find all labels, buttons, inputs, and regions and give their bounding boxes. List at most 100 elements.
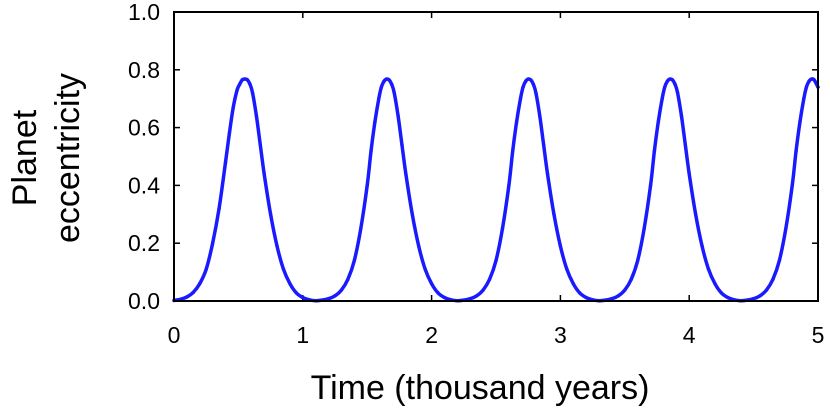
data-point [240,78,244,82]
data-point [812,78,816,82]
data-point [217,206,221,211]
data-point [656,120,660,124]
data-point [511,149,515,153]
data-point [387,78,391,82]
x-tick-label: 0 [168,322,181,348]
data-point [400,143,404,147]
data-point [660,97,664,101]
data-point [429,281,434,286]
data-point [326,296,331,301]
data-point [538,114,542,118]
x-tick-label: 4 [683,322,696,348]
y-axis-title: Planet eccentricity [6,73,87,243]
data-point [237,82,242,86]
data-point [481,288,485,292]
data-point [210,241,215,245]
y-axis-title-line-1: Planet [6,109,44,206]
x-tick-label: 3 [554,322,567,348]
data-point [668,77,672,81]
data-point [670,78,675,82]
data-point [635,258,640,263]
data-point [392,91,396,95]
data-point [223,160,228,164]
data-point [798,120,802,124]
data-point [346,277,350,282]
y-axis-title-line-2: eccentricity [49,73,87,243]
data-point [333,294,337,298]
data-point [665,79,669,84]
data-point [777,258,782,263]
x-tick-label: 2 [425,322,438,348]
data-point [687,172,691,176]
x-tick-label: 5 [812,322,825,348]
y-tick-label: 0.6 [128,115,160,141]
data-point [673,82,677,86]
y-tick-label: 1.0 [128,0,160,25]
data-point [294,291,299,295]
data-point [794,149,798,153]
data-point [719,291,724,295]
data-point [784,227,788,231]
data-point [379,85,384,89]
data-point [571,281,575,286]
data-point [648,183,653,188]
data-point [245,78,250,82]
data-point [652,149,657,153]
data-point [384,77,389,81]
data-point [683,143,688,147]
x-tick-labels: 0 1 2 3 4 5 [168,322,825,348]
data-point [523,79,528,84]
data-point [610,296,614,301]
series-line [172,77,820,303]
data-point [281,267,286,271]
data-point [404,172,408,176]
data-point [507,183,511,188]
data-point [675,91,680,95]
data-point [235,88,239,92]
data-point [198,281,202,286]
data-point [623,288,627,292]
data-point [227,131,232,136]
data-point [268,212,273,216]
data-point [706,267,711,271]
data-point [396,114,400,118]
data-point [713,281,717,286]
data-point [629,277,633,282]
data-point [250,91,255,95]
data-point [531,82,536,86]
data-point [751,296,756,301]
data-point [339,288,344,292]
data-point [758,294,762,298]
data-point [204,267,208,271]
data-point [423,267,427,271]
data-point [529,78,533,82]
data-point [352,258,357,263]
data-point [288,281,292,286]
data-point [262,172,266,176]
data-point [248,82,252,86]
data-point [726,295,730,300]
data-point [417,244,421,248]
data-point [436,291,440,295]
data-point [377,97,381,101]
data-point [518,97,523,101]
data-point [534,91,538,95]
data-point [693,212,698,216]
series-points [172,77,820,303]
data-point [410,212,414,216]
data-point [243,77,247,81]
data-point [616,294,621,298]
data-point [514,120,519,124]
plot-frame [173,11,819,302]
data-point [468,296,472,301]
data-point [663,85,667,89]
data-point [807,79,811,84]
y-tick-label: 0.0 [128,288,160,314]
data-point [700,244,704,248]
data-point [764,288,769,292]
x-axis-title: Time (thousand years) [311,369,650,407]
data-point [790,183,794,188]
data-point [552,212,556,216]
data-point [382,79,386,84]
